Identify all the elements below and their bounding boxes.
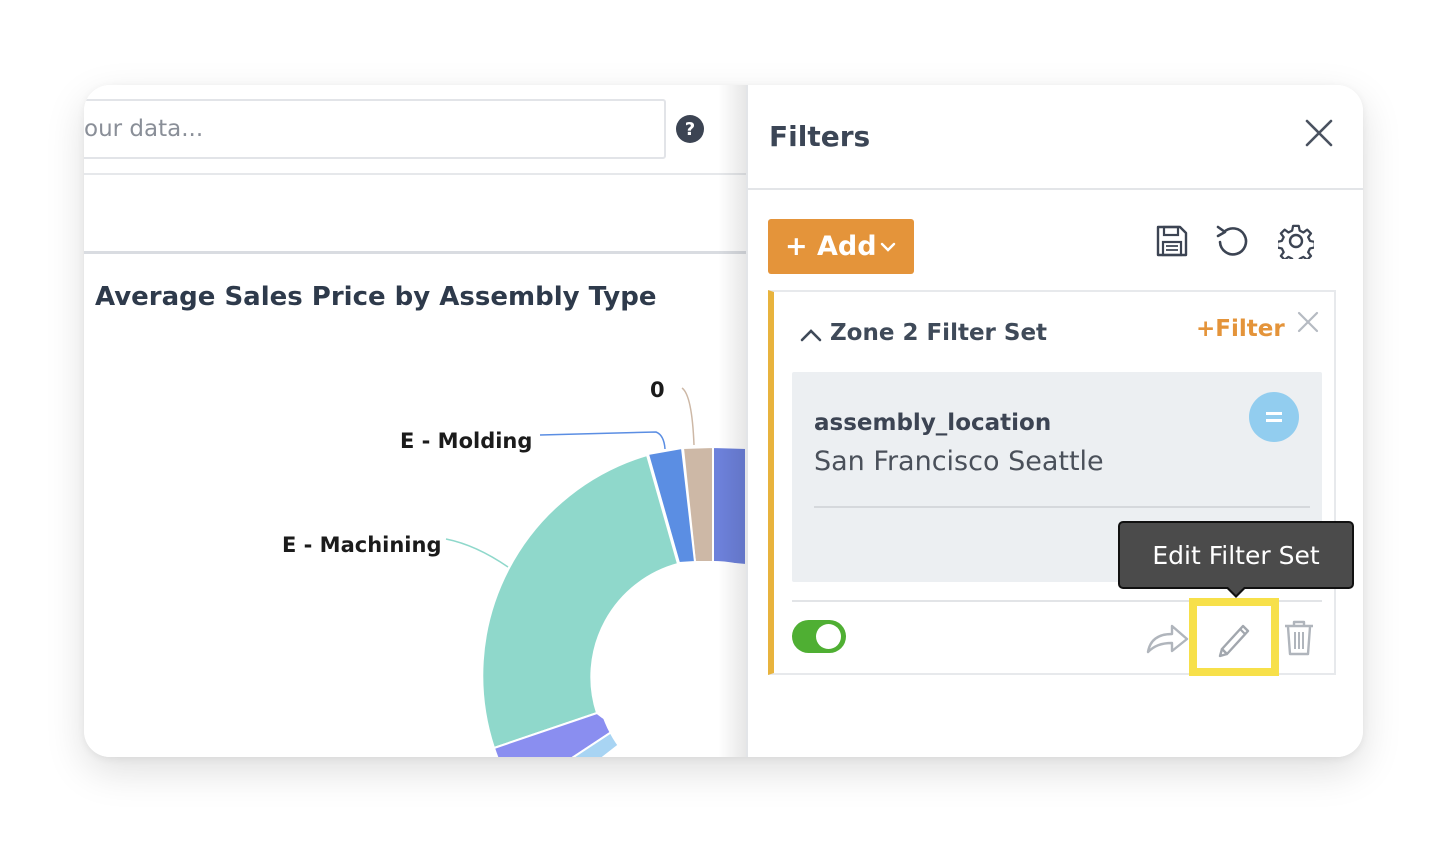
panel-shadow bbox=[718, 85, 746, 757]
edit-highlight bbox=[1189, 598, 1279, 676]
divider bbox=[748, 188, 1363, 190]
save-icon[interactable] bbox=[1154, 223, 1190, 259]
label-e-machining: E - Machining bbox=[282, 533, 441, 557]
svg-text:?: ? bbox=[685, 119, 695, 140]
trash-icon[interactable] bbox=[1283, 618, 1315, 656]
share-icon[interactable] bbox=[1144, 622, 1190, 656]
divider bbox=[792, 600, 1322, 602]
slice-periwinkle bbox=[492, 711, 622, 757]
leader-e-machining bbox=[445, 538, 509, 568]
edit-tooltip: Edit Filter Set bbox=[1118, 521, 1354, 589]
add-button-label: + Add bbox=[785, 231, 877, 262]
chevron-up-icon[interactable] bbox=[800, 328, 822, 342]
search-input[interactable]: our data... bbox=[84, 99, 666, 159]
enable-toggle[interactable] bbox=[792, 620, 846, 653]
pencil-icon bbox=[1218, 624, 1250, 658]
chart-title: Average Sales Price by Assembly Type bbox=[95, 282, 657, 312]
app-window: our data... ? Average Sales Price by Ass… bbox=[84, 85, 1363, 757]
label-e-molding: E - Molding bbox=[400, 429, 532, 453]
donut-slices bbox=[481, 445, 746, 757]
add-filter-button[interactable]: +Filter bbox=[1196, 316, 1285, 342]
filter-set-card: Zone 2 Filter Set +Filter assembly_locat… bbox=[768, 290, 1336, 676]
slice-e-machining bbox=[481, 453, 680, 750]
settings-icon[interactable] bbox=[1278, 223, 1314, 259]
search-placeholder: our data... bbox=[84, 116, 204, 142]
filters-panel: Filters + Add Zo bbox=[746, 85, 1363, 757]
filter-field: assembly_location bbox=[814, 410, 1052, 436]
tooltip-arrow bbox=[1227, 586, 1245, 595]
divider bbox=[814, 506, 1310, 508]
add-button[interactable]: + Add bbox=[768, 219, 914, 274]
slice-indigo bbox=[712, 445, 746, 567]
leader-0 bbox=[681, 387, 695, 446]
dashboard-area: our data... ? Average Sales Price by Ass… bbox=[84, 85, 746, 757]
help-icon[interactable]: ? bbox=[675, 114, 705, 144]
label-0: 0 bbox=[650, 378, 665, 402]
close-icon[interactable] bbox=[1304, 118, 1334, 148]
chevron-down-icon bbox=[880, 242, 896, 252]
donut-hole bbox=[596, 561, 746, 757]
filter-values: San Francisco Seattle bbox=[814, 446, 1104, 477]
panel-title: Filters bbox=[769, 120, 871, 153]
filter-set-title: Zone 2 Filter Set bbox=[830, 320, 1048, 346]
leader-e-molding bbox=[539, 431, 666, 450]
divider bbox=[84, 251, 746, 254]
operator-badge[interactable] bbox=[1249, 392, 1299, 442]
slice-e-molding bbox=[646, 446, 697, 565]
donut-chart: 0 E - Molding E - Machining bbox=[282, 378, 746, 757]
edit-button[interactable] bbox=[1197, 606, 1271, 668]
divider bbox=[84, 173, 746, 175]
close-icon[interactable] bbox=[1296, 310, 1320, 334]
reset-icon[interactable] bbox=[1215, 223, 1251, 259]
